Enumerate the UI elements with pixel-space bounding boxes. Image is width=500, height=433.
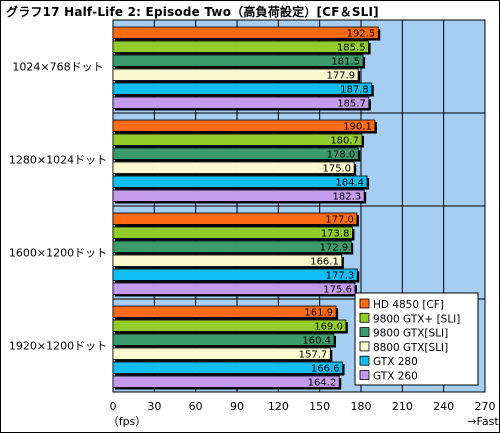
data-label: 185.7: [337, 99, 366, 110]
x-tick-label: 150: [309, 400, 330, 413]
data-label: 177.9: [326, 71, 355, 82]
legend-label: 9800 GTX[SLI]: [373, 328, 448, 340]
x-tick-label: 30: [147, 400, 161, 413]
data-label: 187.8: [340, 85, 369, 96]
bar: [112, 40, 369, 53]
legend-swatch: [359, 312, 370, 323]
category-label: 1024×768ドット: [12, 61, 103, 74]
legend-label: 9800 GTX+ [SLI]: [373, 313, 460, 325]
bar: [112, 319, 347, 332]
data-label: 173.8: [321, 229, 350, 240]
bar: [112, 96, 370, 109]
category-label: 1280×1024ドット: [9, 154, 107, 167]
bar: [112, 161, 355, 174]
x-tick-label: 180: [351, 400, 372, 413]
x-tick-label: 210: [392, 400, 413, 413]
bar: [112, 119, 376, 132]
x-axis-direction: →Fast: [467, 415, 499, 428]
data-label: 180.7: [330, 136, 359, 147]
data-label: 172.9: [320, 243, 349, 254]
data-label: 192.5: [347, 29, 376, 40]
data-label: 185.5: [337, 43, 366, 54]
bar: [112, 375, 340, 388]
data-label: 182.3: [333, 192, 362, 203]
x-tick-label: 240: [433, 400, 454, 413]
data-label: 178.0: [327, 150, 356, 161]
bar: [112, 212, 358, 225]
legend-swatch: [359, 298, 370, 309]
bar: [112, 82, 373, 95]
legend-label: GTX 280: [373, 356, 418, 368]
bar: [112, 268, 358, 281]
data-label: 160.4: [302, 336, 331, 347]
x-tick-label: 60: [189, 400, 203, 413]
legend-swatch: [359, 341, 370, 352]
data-label: 166.6: [311, 364, 340, 375]
bar: [112, 68, 359, 81]
bar: [112, 240, 352, 253]
bar: [112, 254, 343, 267]
bar: [112, 333, 335, 346]
bar: [112, 54, 364, 67]
data-label: 184.4: [335, 178, 364, 189]
legend-swatch: [359, 355, 370, 366]
bar: [112, 133, 363, 146]
x-axis-unit: （fps）: [108, 415, 147, 428]
data-label: 175.0: [322, 164, 351, 175]
chart-title: グラフ17 Half-Life 2: Episode Two（高負荷設定）[CF…: [6, 5, 379, 19]
data-label: 177.3: [326, 271, 355, 282]
legend-label: HD 4850 [CF]: [373, 299, 444, 311]
x-tick-label: 120: [268, 400, 289, 413]
data-label: 164.2: [308, 378, 337, 389]
data-label: 177.0: [325, 215, 354, 226]
data-label: 157.7: [299, 350, 328, 361]
x-tick-label: 0: [110, 400, 117, 413]
legend-swatch: [359, 370, 370, 380]
bar: [112, 305, 337, 318]
legend-label: 8800 GTX[SLI]: [373, 342, 448, 354]
legend-swatch: [359, 327, 370, 338]
data-label: 190.1: [343, 122, 372, 133]
data-label: 161.9: [304, 308, 333, 319]
data-label: 166.1: [310, 257, 339, 268]
legend-box: [354, 292, 479, 386]
bar: [112, 347, 331, 360]
bar: [112, 282, 356, 295]
plot-border: [112, 19, 486, 393]
bar: [112, 26, 379, 39]
legend-label: GTX 260: [373, 371, 418, 383]
bar: [112, 189, 365, 202]
x-tick-label: 270: [475, 400, 496, 413]
bar: [112, 361, 343, 374]
x-tick-label: 90: [230, 400, 244, 413]
category-label: 1920×1200ドット: [9, 340, 107, 353]
bar: [112, 175, 368, 188]
data-label: 169.0: [314, 322, 343, 333]
bar: [112, 226, 353, 239]
data-label: 175.6: [323, 285, 352, 296]
category-label: 1600×1200ドット: [9, 247, 107, 260]
data-label: 181.5: [331, 57, 360, 68]
bar: [112, 147, 359, 160]
